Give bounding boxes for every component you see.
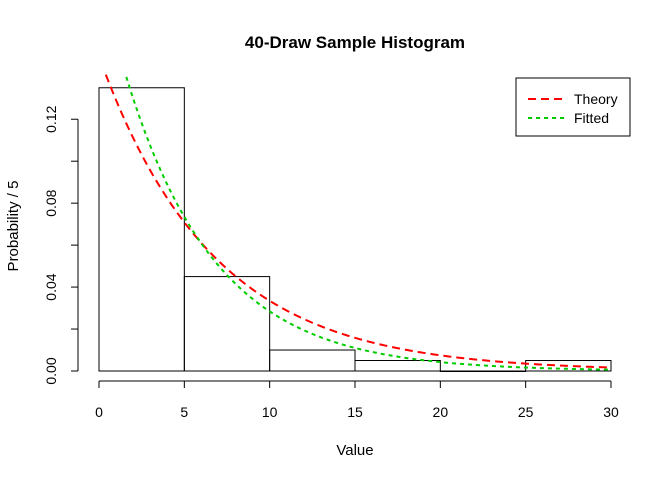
curve-theory: [104, 74, 612, 369]
histogram-bar-1: [183, 276, 271, 372]
legend: Theory Fitted: [515, 77, 631, 137]
histogram-bar-2: [269, 349, 356, 372]
legend-label-theory: Theory: [574, 91, 618, 107]
legend-box: [515, 77, 631, 137]
y-tick-label: 0.08: [43, 189, 59, 216]
y-axis-label: Probability / 5: [5, 181, 22, 272]
histogram-bar-0: [98, 87, 185, 372]
histogram-bar-3: [354, 360, 441, 372]
curves-group: [104, 74, 612, 371]
chart-title: 40-Draw Sample Histogram: [245, 33, 465, 52]
x-tick-label: 20: [433, 404, 449, 420]
y-tick-label: 0.00: [43, 357, 59, 384]
x-tick-label: 15: [347, 404, 363, 420]
curve-fitted: [125, 76, 612, 371]
x-axis: 0 5 10 15 20 25 30: [95, 380, 619, 420]
bars-group: [98, 87, 612, 372]
y-tick-label: 0.04: [43, 273, 59, 300]
y-axis: 0.00 0.04 0.08 0.12: [43, 105, 79, 385]
x-tick-label: 30: [603, 404, 619, 420]
x-tick-label: 10: [262, 404, 278, 420]
x-tick-label: 25: [518, 404, 534, 420]
histogram-bar-5: [525, 360, 612, 372]
histogram-bar-4: [439, 370, 527, 372]
x-tick-label: 5: [180, 404, 188, 420]
legend-label-fitted: Fitted: [574, 110, 609, 126]
x-tick-label: 0: [95, 404, 103, 420]
x-axis-label: Value: [336, 442, 373, 459]
y-tick-label: 0.12: [43, 105, 59, 132]
